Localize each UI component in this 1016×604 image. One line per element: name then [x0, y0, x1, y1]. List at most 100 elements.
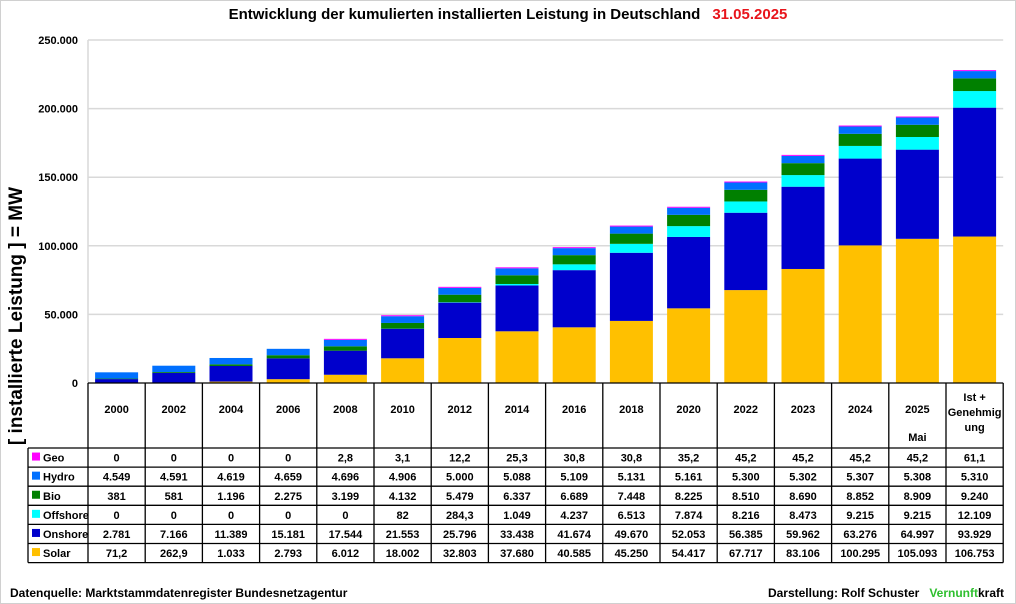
category-sublabel: Mai [908, 432, 926, 444]
bar-segment-solar [438, 337, 482, 383]
bar-segment-solar [323, 374, 367, 383]
table-value: 0 [285, 510, 291, 522]
table-value: 6.513 [618, 510, 646, 522]
table-value: 106.753 [955, 548, 995, 560]
table-value: 8.216 [732, 510, 760, 522]
table-value: 0 [171, 453, 177, 465]
table-value: 3.199 [332, 491, 360, 503]
category-label: 2016 [562, 404, 586, 416]
category-label: 2020 [676, 404, 700, 416]
legend-swatch-bio [32, 490, 40, 499]
bar-segment-offshore [953, 91, 997, 108]
table-value: 100.295 [840, 548, 880, 560]
bar-segment-geo [838, 125, 882, 127]
bar-segment-hydro [209, 357, 253, 365]
bar-segment-onshore [438, 302, 482, 338]
bar-segment-hydro [438, 287, 482, 295]
bar-segment-onshore [152, 372, 196, 383]
legend-swatch-geo [32, 452, 40, 461]
bar-segment-bio [724, 189, 768, 202]
table-value: 4.591 [160, 472, 188, 484]
category-label: 2025 [905, 404, 929, 416]
table-value: 3,1 [395, 453, 410, 465]
table-value: 2.793 [274, 548, 302, 560]
legend-swatch-solar [32, 548, 40, 557]
table-value: 5.479 [446, 491, 474, 503]
bar-segment-solar [495, 331, 539, 383]
bar-segment-hydro [495, 268, 539, 276]
legend-label-solar: Solar [43, 548, 71, 560]
y-tick-label: 50.000 [44, 309, 78, 321]
table-value: 54.417 [672, 548, 706, 560]
bar-segment-solar [266, 379, 310, 383]
bar-segment-hydro [323, 339, 367, 347]
bar-segment-geo [381, 315, 425, 317]
bar-segment-bio [266, 355, 310, 359]
bar-segment-hydro [895, 117, 939, 125]
bar-segment-onshore [95, 379, 139, 383]
table-value: 0 [114, 510, 120, 522]
category-label: 2023 [791, 404, 815, 416]
table-value: 1.049 [503, 510, 531, 522]
bar-segment-onshore [667, 236, 711, 309]
bar-segment-offshore [552, 264, 596, 271]
bar-segment-onshore [552, 270, 596, 328]
y-tick-label: 250.000 [38, 35, 78, 47]
bar-segment-offshore [495, 283, 539, 286]
table-value: 2,8 [338, 453, 353, 465]
table-value: 45,2 [735, 453, 756, 465]
bar-segment-bio [552, 255, 596, 265]
bar-segment-bio [381, 322, 425, 329]
legend-swatch-offshore [32, 509, 40, 518]
category-label: 2024 [848, 404, 873, 416]
category-label: Genehmig [948, 407, 1002, 419]
bar-segment-bio [95, 378, 139, 380]
bar-segment-solar [667, 308, 711, 383]
table-value: 5.308 [904, 472, 932, 484]
bar-segment-hydro [381, 316, 425, 323]
data-source: Datenquelle: Marktstammdatenregister Bun… [10, 586, 348, 600]
category-label: 2000 [104, 404, 128, 416]
table-value: 0 [285, 453, 291, 465]
table-value: 8.510 [732, 491, 760, 503]
category-label: 2004 [219, 404, 244, 416]
table-value: 1.033 [217, 548, 245, 560]
table-value: 9.240 [961, 491, 989, 503]
legend-label-bio: Bio [43, 491, 61, 503]
bar-segment-onshore [609, 252, 653, 321]
table-value: 21.553 [386, 529, 420, 541]
table-value: 61,1 [964, 453, 985, 465]
bar-segment-solar [895, 238, 939, 383]
bar-segment-onshore [323, 350, 367, 375]
table-value: 9.215 [846, 510, 874, 522]
bar-segment-hydro [724, 182, 768, 190]
table-value: 4.237 [560, 510, 588, 522]
table-value: 4.619 [217, 472, 245, 484]
category-label: 2018 [619, 404, 643, 416]
bar-segment-offshore [667, 226, 711, 237]
legend-swatch-hydro [32, 471, 40, 480]
table-value: 41.674 [557, 529, 592, 541]
table-value: 71,2 [106, 548, 127, 560]
table-value: 5.307 [846, 472, 874, 484]
table-value: 56.385 [729, 529, 763, 541]
y-tick-label: 100.000 [38, 241, 78, 253]
table-value: 5.000 [446, 472, 474, 484]
table-value: 17.544 [329, 529, 364, 541]
category-label: 2014 [505, 404, 530, 416]
bar-segment-hydro [667, 207, 711, 215]
bar-segment-solar [838, 245, 882, 383]
bar-segment-onshore [953, 107, 997, 237]
table-value: 381 [107, 491, 125, 503]
chart-title: Entwicklung der kumulierten installierte… [0, 6, 1016, 23]
table-value: 30,8 [621, 453, 642, 465]
table-value: 25,3 [506, 453, 527, 465]
table-value: 6.337 [503, 491, 531, 503]
bar-segment-offshore [838, 145, 882, 159]
bar-segment-onshore [895, 149, 939, 239]
bar-segment-solar [552, 327, 596, 383]
table-value: 105.093 [898, 548, 938, 560]
table-value: 45,2 [792, 453, 813, 465]
table-value: 25.796 [443, 529, 477, 541]
table-value: 6.012 [332, 548, 360, 560]
